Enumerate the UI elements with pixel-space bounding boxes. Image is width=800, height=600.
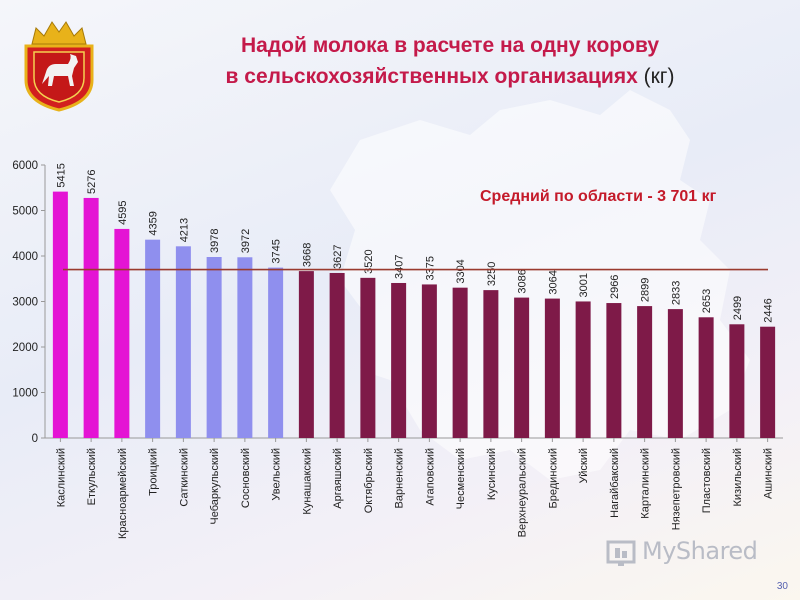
bar — [360, 277, 376, 438]
title-line-1: Надой молока в расчете на одну корову — [240, 34, 660, 57]
data-label: 4213 — [178, 218, 190, 242]
data-label: 3520 — [363, 249, 375, 273]
category-label: Кизильский — [732, 448, 744, 507]
category-label: Ашинский — [763, 448, 775, 499]
category-label: Пластовский — [701, 448, 713, 513]
title-line-2: в сельскохозяйственных организациях (кг) — [110, 61, 790, 92]
data-label: 5276 — [86, 169, 98, 193]
category-label: Нагайбакский — [609, 448, 621, 518]
data-label: 3086 — [517, 269, 529, 293]
watermark-text: MyShared — [642, 537, 758, 565]
data-label: 4595 — [117, 200, 129, 224]
data-label: 3407 — [394, 254, 406, 278]
category-label: Красноармейский — [117, 448, 129, 539]
data-label: 3627 — [332, 244, 344, 268]
bar — [52, 191, 68, 438]
bar — [145, 239, 161, 438]
myshared-logo-icon — [606, 540, 636, 566]
bar — [421, 284, 437, 438]
category-label: Троицкий — [148, 448, 160, 496]
bar — [268, 267, 284, 438]
data-label: 2653 — [701, 289, 713, 313]
category-label: Агаповский — [424, 448, 436, 506]
bar — [637, 306, 653, 438]
category-label: Уйский — [578, 448, 590, 483]
category-label: Октябрьский — [363, 448, 375, 513]
data-label: 3972 — [240, 229, 252, 253]
data-label: 3064 — [547, 270, 559, 294]
y-tick-label: 4000 — [12, 251, 38, 263]
bar — [606, 303, 622, 438]
chart-title: Надой молока в расчете на одну корову в … — [110, 30, 790, 92]
bar — [206, 257, 222, 438]
category-label: Увельский — [271, 448, 283, 501]
y-tick-label: 1000 — [12, 388, 38, 400]
bar — [237, 257, 253, 438]
page-number: 30 — [776, 581, 788, 592]
data-label: 3375 — [424, 256, 436, 280]
average-label: Средний по области - 3 701 кг — [480, 188, 717, 205]
category-label: Каслинский — [55, 448, 67, 507]
bar — [760, 326, 776, 438]
bar — [667, 309, 683, 438]
bar — [698, 317, 714, 438]
coat-of-arms-icon — [24, 21, 94, 112]
bar — [83, 197, 99, 438]
category-label: Еткульский — [86, 448, 98, 505]
category-label: Чесменский — [455, 448, 467, 509]
y-tick-label: 3000 — [12, 297, 38, 309]
bar — [575, 301, 591, 438]
y-tick-label: 6000 — [12, 160, 38, 172]
bar — [514, 297, 530, 438]
category-label: Аргаяшский — [332, 448, 344, 509]
bar — [298, 271, 314, 438]
data-label: 4359 — [148, 211, 160, 235]
bar — [329, 272, 345, 438]
data-label: 2899 — [640, 278, 652, 302]
category-label: Кунашакский — [301, 448, 313, 515]
y-tick-label: 0 — [32, 433, 38, 445]
bar — [175, 246, 191, 438]
category-label: Нязепетровский — [670, 448, 682, 530]
bar — [483, 290, 499, 438]
title-unit: (кг) — [643, 65, 675, 88]
category-label: Верхнеуральский — [517, 448, 529, 537]
category-label: Сосновский — [240, 448, 252, 508]
category-label: Саткинский — [178, 448, 190, 507]
bar — [729, 324, 745, 438]
data-label: 2833 — [670, 281, 682, 305]
bar — [114, 228, 130, 438]
category-label: Карталинский — [640, 448, 652, 519]
category-label: Кусинский — [486, 448, 498, 500]
data-label: 2499 — [732, 296, 744, 320]
data-label: 3250 — [486, 262, 498, 286]
bar — [452, 287, 468, 438]
category-label: Варненский — [394, 448, 406, 508]
data-label: 3978 — [209, 229, 221, 253]
y-tick-label: 5000 — [12, 206, 38, 218]
data-label: 2446 — [763, 298, 775, 322]
category-label: Брединский — [547, 448, 559, 508]
y-tick-label: 2000 — [12, 342, 38, 354]
data-label: 5415 — [55, 163, 67, 187]
data-label: 3745 — [271, 239, 283, 263]
bar — [391, 282, 407, 438]
category-label: Чебаркульский — [209, 448, 221, 525]
data-label: 3304 — [455, 259, 467, 283]
data-label: 2966 — [609, 275, 621, 299]
data-label: 3001 — [578, 273, 590, 297]
bar — [544, 298, 560, 438]
watermark: MyShared — [604, 537, 758, 565]
title-line-2-text: в сельскохозяйственных организациях — [225, 65, 638, 88]
data-label: 3668 — [301, 243, 313, 267]
